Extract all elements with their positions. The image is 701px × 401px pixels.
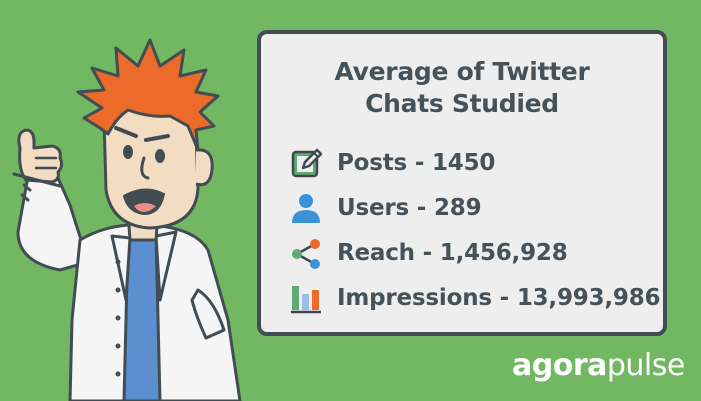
stat-users-label: Users - 289 [337, 194, 482, 221]
stats-card: Average of Twitter Chats Studied Posts -… [257, 30, 667, 336]
left-eye [123, 145, 133, 159]
edit-icon [289, 146, 323, 180]
stat-reach-label: Reach - 1,456,928 [337, 239, 568, 266]
stat-reach: Reach - 1,456,928 [289, 230, 653, 275]
share-icon [289, 236, 323, 270]
agorapulse-logo: agorapulse [512, 348, 685, 383]
stat-impressions-label: Impressions - 13,993,986 [337, 284, 661, 311]
stat-impressions: Impressions - 13,993,986 [289, 275, 661, 320]
card-title-line-1: Average of Twitter [334, 57, 590, 86]
hair [76, 38, 220, 152]
stat-posts: Posts - 1450 [289, 140, 653, 185]
stats-list: Posts - 1450 Users - 289 [289, 140, 661, 320]
lab-coat [68, 223, 242, 401]
stat-users: Users - 289 [289, 185, 653, 230]
card-title: Average of Twitter Chats Studied [261, 56, 663, 120]
stat-posts-label: Posts - 1450 [337, 149, 496, 176]
head [102, 92, 214, 230]
mouth [122, 188, 166, 216]
logo-part-agora: agora [512, 348, 607, 383]
bar-chart-icon [289, 281, 323, 315]
scientist-illustration [12, 38, 242, 401]
logo-part-pulse: pulse [606, 348, 685, 383]
right-eye [155, 149, 165, 163]
user-icon [289, 191, 323, 225]
card-title-line-2: Chats Studied [365, 89, 559, 118]
raised-arm [12, 128, 90, 272]
